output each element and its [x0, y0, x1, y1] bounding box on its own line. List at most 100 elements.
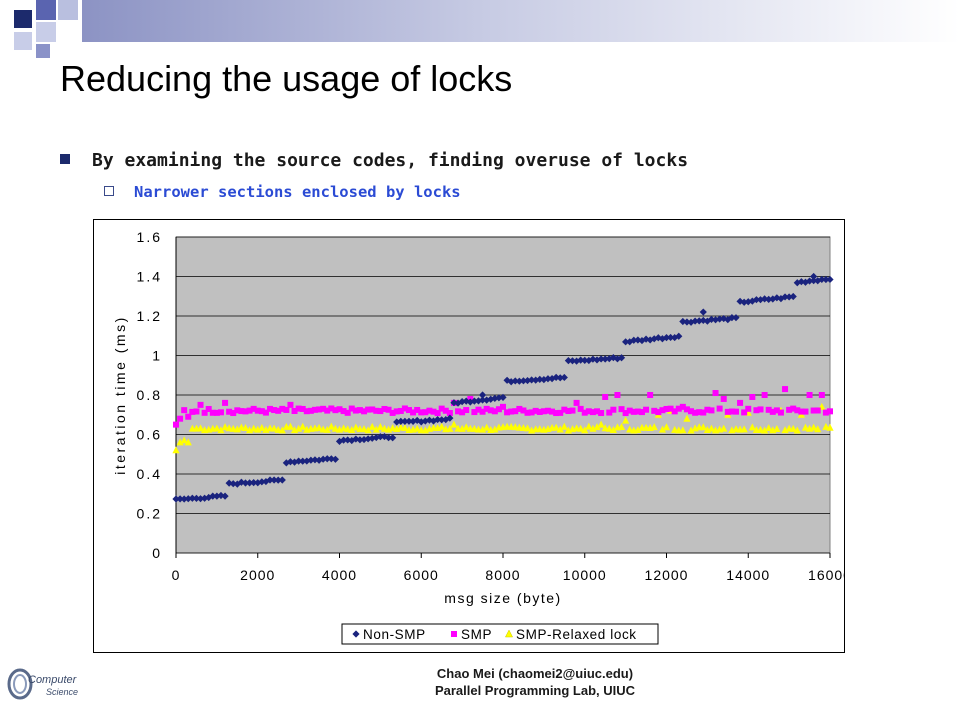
- data-point: [606, 409, 613, 416]
- data-point: [658, 425, 667, 433]
- data-point: [336, 406, 343, 413]
- data-point: [822, 275, 830, 284]
- data-point: [728, 408, 735, 415]
- data-point: [226, 408, 233, 415]
- data-point: [557, 409, 564, 416]
- data-point: [389, 434, 397, 442]
- y-tick-label: 1.2: [137, 308, 162, 324]
- data-point: [323, 455, 331, 463]
- data-point: [483, 423, 491, 431]
- logo-swirl-icon: [7, 668, 33, 700]
- data-point: [225, 479, 233, 487]
- data-point: [794, 407, 801, 414]
- data-point: [176, 438, 184, 446]
- data-point: [487, 395, 495, 403]
- data-point: [564, 357, 572, 365]
- x-tick-label: 0: [172, 567, 181, 583]
- data-point: [585, 408, 592, 415]
- data-point: [549, 408, 556, 415]
- data-point: [602, 393, 609, 400]
- data-point: [789, 424, 797, 432]
- data-point: [765, 424, 773, 432]
- data-point: [782, 386, 789, 393]
- data-point: [638, 409, 645, 416]
- data-point: [250, 479, 258, 487]
- data-point: [688, 408, 695, 415]
- data-point: [504, 409, 511, 416]
- data-point: [340, 408, 347, 415]
- data-point: [295, 457, 303, 465]
- data-point: [581, 409, 588, 416]
- data-point: [650, 335, 658, 343]
- scatter-chart: 0 0.2 0.4 0.6 0.8 1 1.2 1.4 1.6 0 2000 4000 6000 8000…: [112, 229, 844, 645]
- data-point: [316, 406, 323, 413]
- data-point: [536, 408, 543, 415]
- data-point: [438, 422, 446, 430]
- legend-box: [341, 623, 659, 645]
- data-point: [773, 407, 780, 414]
- data-point: [209, 492, 217, 500]
- data-point: [172, 446, 180, 454]
- data-point: [708, 407, 715, 414]
- data-point: [720, 395, 727, 402]
- data-point: [278, 426, 286, 434]
- data-point: [683, 406, 690, 413]
- data-point: [556, 425, 564, 433]
- data-point: [380, 432, 389, 441]
- data-point: [213, 424, 221, 432]
- data-point: [810, 407, 817, 414]
- data-point: [577, 405, 584, 412]
- data-point: [299, 405, 306, 412]
- data-point: [209, 409, 216, 416]
- data-point: [365, 406, 372, 413]
- legend-item: Non-SMP: [352, 627, 425, 642]
- data-point: [331, 424, 340, 432]
- data-point: [230, 410, 237, 417]
- y-tick-label: 1.6: [137, 229, 162, 245]
- y-axis-label: iteration time (ms): [112, 315, 128, 475]
- data-point: [740, 425, 748, 433]
- deco-square: [14, 10, 32, 28]
- bullet-square-icon: [60, 154, 70, 164]
- data-point: [597, 420, 605, 428]
- x-tick-label: 16000: [808, 567, 844, 583]
- y-tick-label: 0.8: [137, 387, 162, 403]
- legend-item: SMP: [451, 627, 491, 642]
- data-point: [667, 405, 674, 412]
- x-tick-label: 14000: [726, 567, 770, 583]
- data-point: [222, 399, 229, 406]
- data-point: [254, 407, 261, 414]
- data-point: [720, 314, 728, 323]
- data-point: [397, 417, 405, 425]
- data-point: [241, 479, 250, 487]
- data-point: [790, 405, 797, 412]
- data-point: [462, 423, 470, 431]
- data-point: [814, 425, 822, 433]
- data-point: [360, 435, 368, 444]
- data-point: [626, 407, 633, 414]
- data-point: [683, 414, 691, 422]
- data-point: [410, 409, 417, 416]
- data-point: [610, 406, 617, 413]
- data-point: [618, 406, 625, 413]
- data-point: [528, 409, 535, 416]
- data-point: [679, 426, 687, 434]
- data-point: [328, 405, 335, 412]
- data-point: [581, 426, 589, 434]
- data-point: [692, 409, 699, 416]
- data-point: [544, 375, 552, 383]
- data-point: [455, 408, 462, 415]
- data-point: [221, 492, 229, 500]
- data-point: [352, 407, 359, 414]
- data-point: [320, 405, 327, 412]
- logo-swirl-inner-icon: [13, 674, 27, 694]
- footer-lab: Parallel Programming Lab, UIUC: [434, 683, 636, 698]
- data-point: [724, 408, 731, 415]
- bullet-hollow-square-icon: [104, 186, 114, 196]
- data-point: [712, 390, 719, 397]
- data-point: [380, 424, 389, 432]
- data-point: [634, 425, 642, 433]
- data-point: [217, 426, 225, 434]
- data-point: [663, 405, 670, 412]
- data-point: [491, 408, 498, 415]
